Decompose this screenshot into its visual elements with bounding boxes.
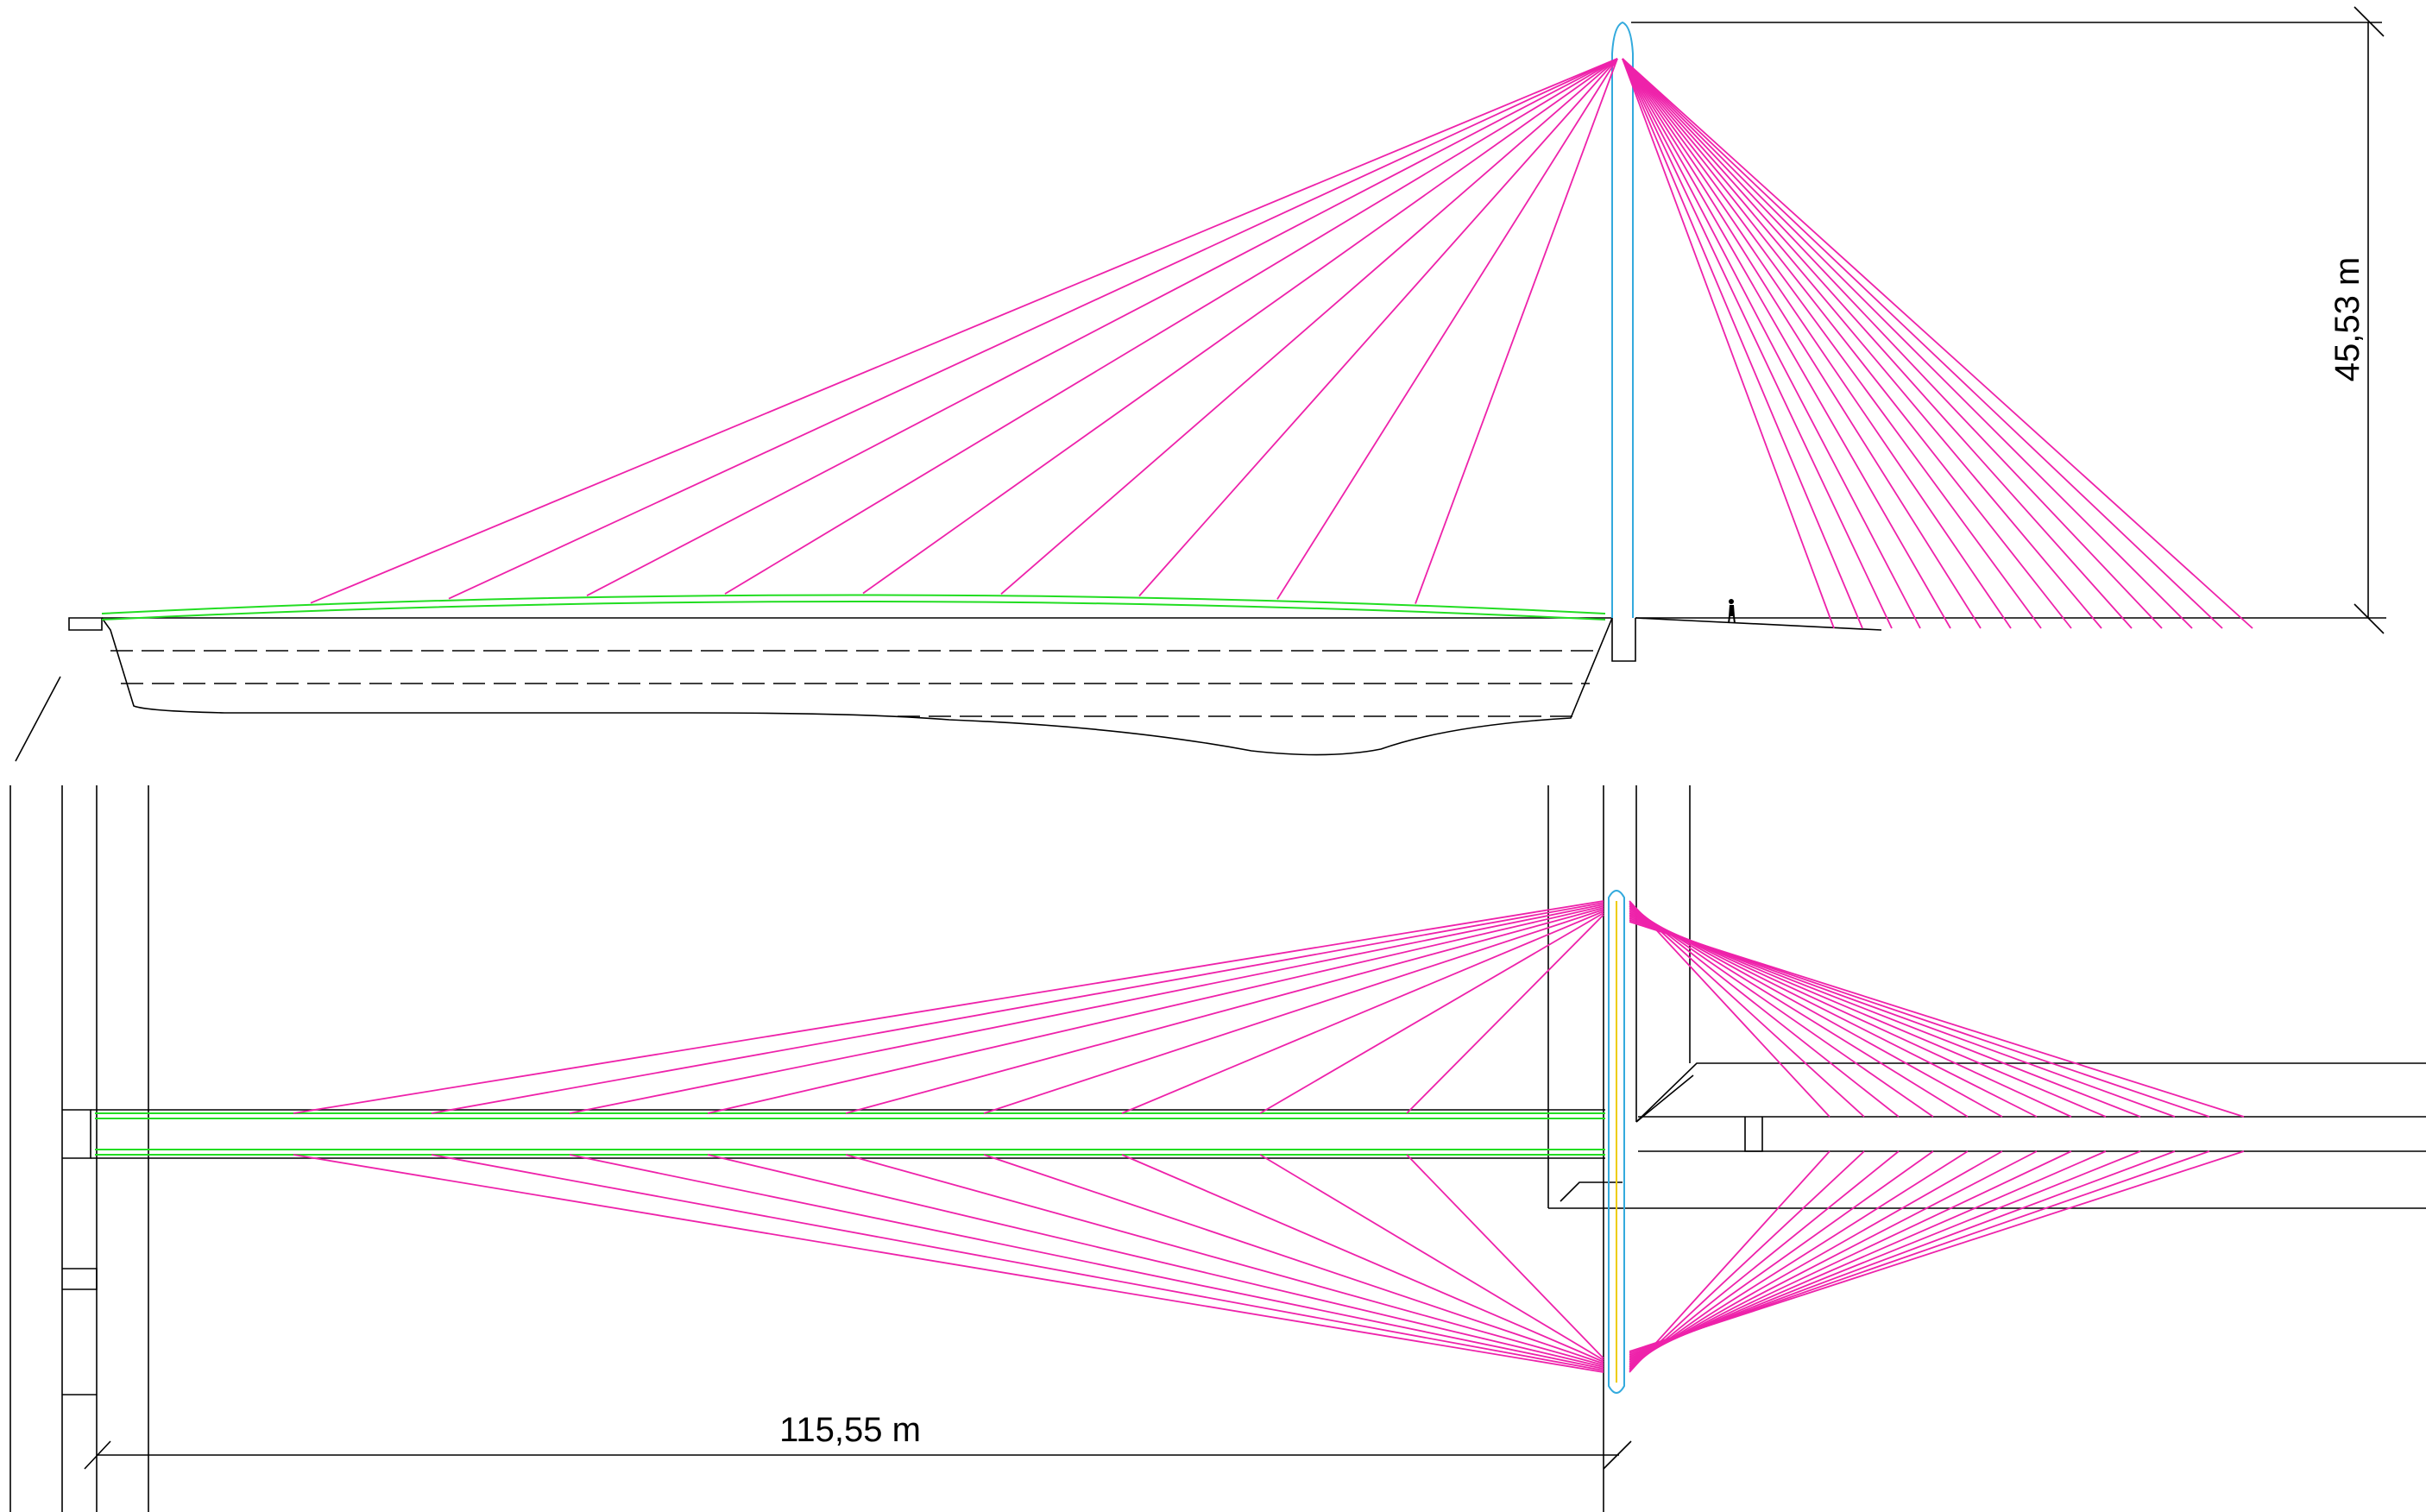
cable-plan-lower-3 <box>569 1154 1604 1370</box>
cable-plan-back-lower-7 <box>1629 1150 2038 1363</box>
terrain-profile <box>15 617 2386 762</box>
cable-plan-upper-3 <box>569 904 1604 1114</box>
cable-back-span-13 <box>1622 58 2193 629</box>
cable-plan-lower-1 <box>293 1154 1604 1373</box>
cables-plan <box>293 900 2245 1373</box>
cable-main-span-1 <box>310 58 1618 604</box>
pylon-plan <box>1608 890 1625 1394</box>
cable-plan-back-upper-5 <box>1629 907 1969 1118</box>
cable-back-span-2 <box>1622 58 1863 629</box>
cable-plan-back-upper-6 <box>1629 909 2003 1118</box>
person-figure <box>1728 599 1736 624</box>
cable-plan-lower-8 <box>1259 1154 1604 1361</box>
cable-plan-back-upper-1 <box>1629 900 1831 1118</box>
cable-plan-lower-7 <box>1121 1154 1604 1363</box>
cable-back-span-12 <box>1622 58 2163 629</box>
deck-plan <box>91 1109 2426 1159</box>
water-levels <box>110 650 1598 717</box>
cable-main-span-7 <box>1138 58 1618 597</box>
height-dimension: 45,53 m <box>1631 6 2385 634</box>
cable-plan-back-upper-3 <box>1629 904 1900 1118</box>
cable-plan-lower-5 <box>845 1154 1604 1366</box>
cable-main-span-5 <box>862 58 1618 595</box>
cable-back-span-1 <box>1622 58 1835 629</box>
cable-main-span-8 <box>1276 58 1618 600</box>
cable-main-span-4 <box>724 58 1618 595</box>
cables-elevation <box>310 58 2253 629</box>
cable-back-span-8 <box>1622 58 2042 629</box>
cable-plan-back-lower-1 <box>1629 1150 1831 1373</box>
cable-back-span-10 <box>1622 58 2102 629</box>
cable-plan-upper-7 <box>1121 910 1604 1114</box>
cable-plan-back-upper-7 <box>1629 910 2038 1118</box>
cable-plan-upper-5 <box>845 907 1604 1114</box>
cable-plan-back-lower-2 <box>1629 1150 1865 1371</box>
cable-back-span-9 <box>1622 58 2072 629</box>
cable-main-span-6 <box>1000 58 1618 595</box>
cable-plan-upper-1 <box>293 900 1604 1114</box>
plan-view: 115,55 m <box>9 785 2426 1512</box>
cable-plan-back-upper-8 <box>1629 912 2072 1118</box>
cable-main-span-3 <box>586 58 1618 597</box>
height-dimension-label: 45,53 m <box>2328 257 2366 382</box>
cable-main-span-2 <box>448 58 1618 600</box>
cable-back-span-4 <box>1622 58 1921 629</box>
cable-plan-upper-8 <box>1259 912 1604 1114</box>
cable-plan-back-lower-4 <box>1629 1150 1934 1368</box>
cable-plan-upper-9 <box>1406 914 1604 1114</box>
cable-plan-back-lower-13 <box>1629 1150 2245 1352</box>
cable-plan-lower-9 <box>1406 1154 1604 1359</box>
pylon-elevation <box>1611 21 1634 618</box>
cable-plan-upper-4 <box>707 905 1604 1114</box>
cable-plan-back-lower-5 <box>1629 1150 1969 1366</box>
cable-plan-back-lower-8 <box>1629 1150 2072 1361</box>
cable-plan-back-upper-13 <box>1629 921 2245 1118</box>
cable-back-span-11 <box>1622 58 2133 629</box>
cable-plan-upper-6 <box>983 909 1604 1114</box>
cable-plan-back-lower-6 <box>1629 1150 2003 1364</box>
cable-back-span-3 <box>1622 58 1893 629</box>
cable-back-span-5 <box>1622 58 1951 629</box>
cable-plan-lower-6 <box>983 1154 1604 1364</box>
cable-plan-back-upper-4 <box>1629 905 1934 1118</box>
cable-plan-back-lower-9 <box>1629 1150 2107 1359</box>
cable-plan-upper-2 <box>431 902 1604 1114</box>
deck-elevation <box>101 594 1606 621</box>
elevation-view: 45,53 m <box>15 6 2386 762</box>
cable-back-span-15 <box>1622 58 2253 629</box>
cable-plan-back-lower-3 <box>1629 1150 1900 1370</box>
span-dimension-label: 115,55 m <box>779 1411 921 1449</box>
cable-main-span-9 <box>1415 58 1618 604</box>
cable-plan-lower-2 <box>431 1154 1604 1371</box>
span-dimension: 115,55 m <box>84 1411 1632 1470</box>
cable-back-span-6 <box>1622 58 1982 629</box>
cable-plan-lower-4 <box>707 1154 1604 1368</box>
cable-plan-back-upper-2 <box>1629 902 1865 1118</box>
cable-back-span-7 <box>1622 58 2012 629</box>
cable-back-span-14 <box>1622 58 2223 629</box>
